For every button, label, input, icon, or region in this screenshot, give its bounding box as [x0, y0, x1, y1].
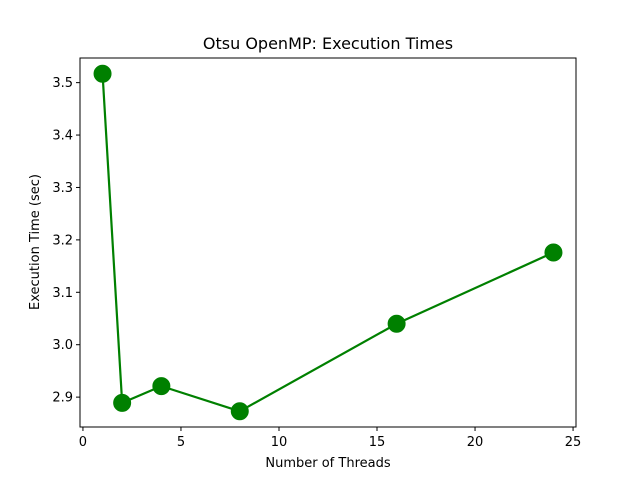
y-axis-title: Execution Time (sec) — [28, 174, 43, 310]
chart-title: Otsu OpenMP: Execution Times — [203, 34, 453, 53]
x-tick-label: 25 — [565, 435, 582, 450]
y-axis: 2.9 3.0 3.1 3.2 3.3 3.4 3.5 — [52, 76, 80, 406]
y-tick-label: 2.9 — [52, 391, 73, 406]
data-point — [113, 393, 132, 412]
data-point — [230, 402, 249, 421]
plot-frame — [79, 57, 577, 428]
x-axis-title: Number of Threads — [265, 456, 390, 471]
plot-area — [80, 58, 576, 427]
y-tick-label: 3.4 — [52, 129, 73, 144]
x-tick-label: 0 — [79, 435, 87, 450]
x-tick-label: 5 — [177, 435, 185, 450]
y-tick-label: 3.5 — [52, 76, 73, 91]
x-tick-label: 15 — [369, 435, 386, 450]
y-tick-label: 3.3 — [52, 181, 73, 196]
x-tick-label: 10 — [271, 435, 288, 450]
series-layer — [93, 64, 563, 421]
data-point — [387, 314, 406, 333]
x-tick-label: 20 — [467, 435, 484, 450]
y-tick-label: 3.0 — [52, 338, 73, 353]
y-tick-label: 3.2 — [52, 233, 73, 248]
y-tick-label: 3.1 — [52, 286, 73, 301]
data-point — [93, 64, 112, 83]
data-point — [544, 243, 563, 262]
series-line — [101, 72, 555, 413]
x-axis: 0 5 10 15 20 25 — [79, 427, 582, 450]
data-point — [152, 377, 171, 396]
